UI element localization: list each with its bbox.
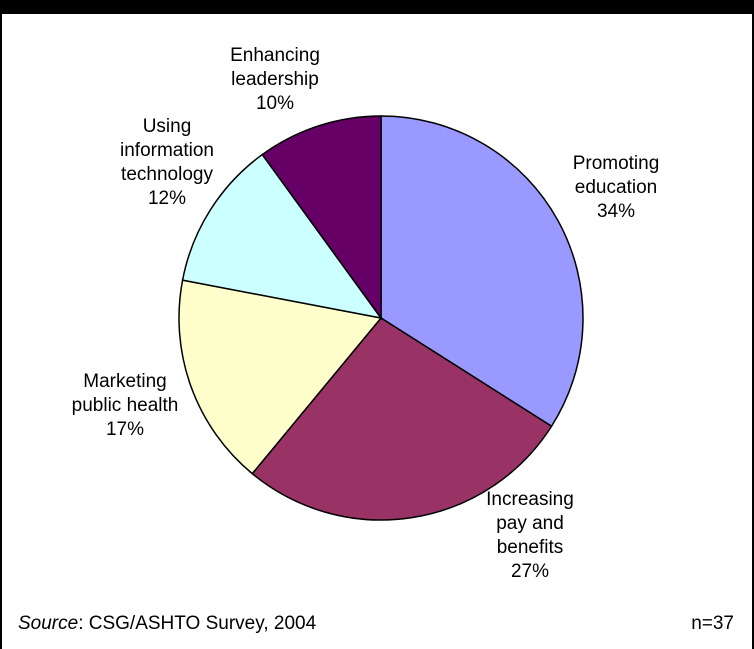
pie-slices	[178, 115, 584, 521]
slice-percent: 34%	[596, 201, 636, 222]
slice-label-line: public health	[71, 395, 179, 416]
slice-label-line: education	[574, 177, 658, 198]
slice-label-promoting-education: Promoting education 34%	[556, 152, 676, 224]
slice-label-using-it: Using information technology 12%	[97, 115, 237, 211]
slice-label-line: benefits	[496, 537, 564, 558]
slice-label-line: Using	[142, 116, 192, 137]
slice-label-line: information	[120, 140, 214, 161]
pie-slice-2	[178, 279, 383, 475]
slice-label-line: pay and	[496, 513, 564, 534]
pie-slice-4	[261, 115, 382, 321]
slice-percent: 12%	[147, 188, 187, 209]
slice-percent: 10%	[255, 93, 295, 114]
source-label: Source	[18, 613, 79, 634]
pie-slice-3	[181, 153, 383, 320]
slice-label-line: Enhancing	[230, 45, 320, 66]
slice-label-line: Promoting	[572, 153, 660, 174]
slice-label-enhancing-leadership: Enhancing leadership 10%	[215, 44, 335, 116]
slice-label-line: Marketing	[83, 371, 167, 392]
slice-label-line: leadership	[231, 69, 319, 90]
slice-percent: 27%	[510, 561, 550, 582]
slice-label-line: Increasing	[486, 489, 574, 510]
pie-slice-1	[251, 317, 553, 521]
source-note: Source: CSG/ASHTO Survey, 2004	[18, 612, 316, 636]
pie-slice-0	[380, 115, 584, 428]
slice-label-marketing-public-health: Marketing public health 17%	[50, 370, 200, 442]
slice-percent: 17%	[105, 419, 145, 440]
slice-label-line: technology	[121, 164, 213, 185]
source-text: : CSG/ASHTO Survey, 2004	[78, 613, 317, 634]
sample-size: n=37	[691, 613, 734, 634]
slice-label-increasing-pay: Increasing pay and benefits 27%	[480, 488, 580, 584]
